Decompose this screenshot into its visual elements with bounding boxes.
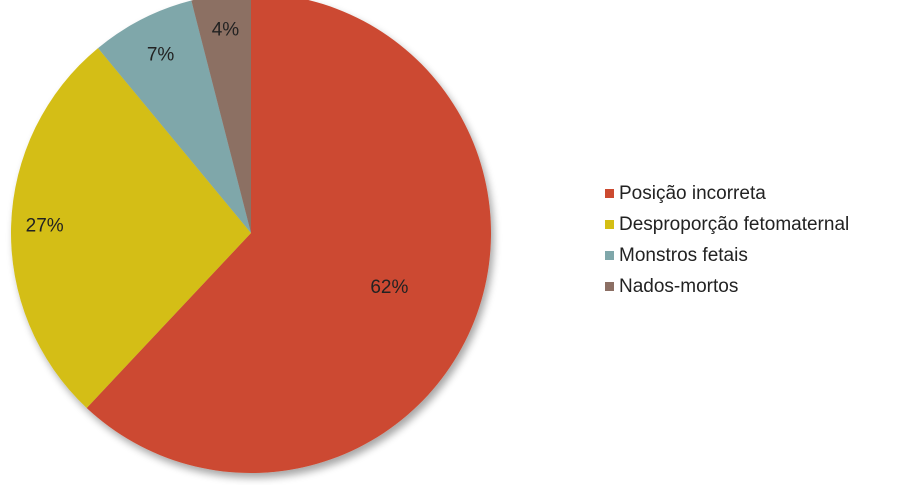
legend-label-posicao-incorreta: Posição incorreta	[619, 182, 766, 204]
data-label-monstros-fetais: 7%	[147, 45, 175, 66]
data-label-posicao-incorreta: 62%	[370, 277, 408, 298]
legend-label-desproporcao-fetomaternal: Desproporção fetomaternal	[619, 213, 850, 235]
pie-slice-nados-mortos	[191, 0, 251, 233]
data-label-nados-mortos: 4%	[212, 20, 240, 41]
legend: Posição incorreta Desproporção fetomater…	[605, 178, 905, 302]
legend-swatch-desproporcao-fetomaternal	[605, 220, 614, 229]
legend-item-monstros-fetais: Monstros fetais	[605, 240, 905, 271]
pie-slice-posicao-incorreta	[86, 0, 491, 473]
legend-swatch-nados-mortos	[605, 282, 614, 291]
pie-slices	[10, 0, 491, 473]
legend-item-desproporcao-fetomaternal: Desproporção fetomaternal	[605, 209, 905, 240]
pie-data-labels: 62% 27% 7% 4%	[26, 20, 409, 298]
pie-slice-monstros-fetais	[98, 0, 251, 234]
legend-item-nados-mortos: Nados-mortos	[605, 271, 905, 302]
legend-swatch-posicao-incorreta	[605, 189, 614, 198]
legend-label-monstros-fetais: Monstros fetais	[619, 244, 748, 266]
pie-slice-desproporcao-fetomaternal	[10, 48, 252, 408]
legend-swatch-monstros-fetais	[605, 251, 614, 260]
data-label-desproporcao-fetomaternal: 27%	[26, 216, 64, 237]
legend-label-nados-mortos: Nados-mortos	[619, 275, 739, 297]
legend-item-posicao-incorreta: Posição incorreta	[605, 178, 905, 209]
